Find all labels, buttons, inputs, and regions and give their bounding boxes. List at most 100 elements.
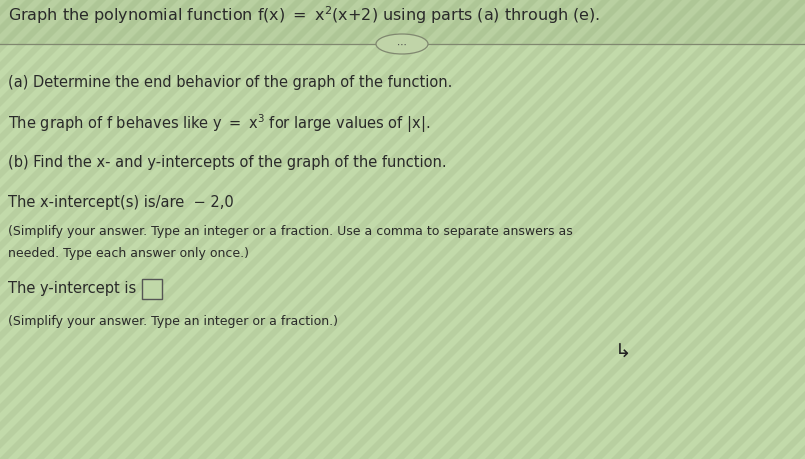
Polygon shape (638, 0, 692, 45)
Polygon shape (494, 0, 805, 459)
Text: The graph of f behaves like y $=$ x$^{3}$ for large values of $|$x$|$.: The graph of f behaves like y $=$ x$^{3}… (8, 112, 430, 135)
Polygon shape (0, 0, 351, 459)
Polygon shape (26, 0, 80, 45)
Polygon shape (422, 0, 476, 45)
Polygon shape (116, 0, 585, 459)
Polygon shape (350, 0, 404, 45)
Polygon shape (584, 0, 805, 459)
Polygon shape (44, 0, 513, 459)
Polygon shape (476, 0, 805, 459)
Polygon shape (512, 0, 805, 459)
Polygon shape (620, 0, 805, 459)
Polygon shape (0, 0, 117, 459)
Polygon shape (386, 0, 440, 45)
Polygon shape (314, 0, 783, 459)
Polygon shape (548, 0, 805, 459)
Polygon shape (116, 0, 170, 45)
Polygon shape (566, 0, 805, 459)
Polygon shape (404, 0, 458, 45)
Polygon shape (242, 0, 296, 45)
Polygon shape (8, 0, 62, 45)
Polygon shape (674, 0, 805, 459)
Polygon shape (656, 0, 805, 459)
Polygon shape (0, 0, 387, 459)
Polygon shape (0, 0, 99, 459)
Polygon shape (278, 0, 332, 45)
Polygon shape (494, 0, 548, 45)
Polygon shape (710, 0, 764, 45)
Bar (0, 0, 805, 45)
Polygon shape (368, 0, 422, 45)
Polygon shape (296, 0, 765, 459)
Polygon shape (602, 0, 656, 45)
Polygon shape (0, 0, 459, 459)
Polygon shape (422, 0, 805, 459)
Polygon shape (278, 0, 747, 459)
Polygon shape (602, 0, 805, 459)
Polygon shape (62, 0, 116, 45)
Polygon shape (0, 0, 81, 459)
Polygon shape (350, 0, 805, 459)
Polygon shape (332, 0, 801, 459)
Polygon shape (0, 0, 333, 459)
Polygon shape (782, 0, 805, 459)
Polygon shape (152, 0, 206, 45)
Polygon shape (170, 0, 639, 459)
Polygon shape (584, 0, 638, 45)
Polygon shape (80, 0, 549, 459)
Text: The y-intercept is: The y-intercept is (8, 280, 141, 295)
Polygon shape (674, 0, 728, 45)
Polygon shape (0, 0, 44, 45)
Polygon shape (764, 0, 805, 459)
Polygon shape (170, 0, 224, 45)
Polygon shape (638, 0, 805, 459)
Polygon shape (368, 0, 805, 459)
Polygon shape (62, 0, 531, 459)
Polygon shape (476, 0, 530, 45)
Text: The x-intercept(s) is/are  − 2,0: The x-intercept(s) is/are − 2,0 (8, 194, 233, 209)
Polygon shape (98, 0, 567, 459)
Text: ↳: ↳ (615, 342, 631, 361)
Polygon shape (0, 0, 171, 459)
Polygon shape (152, 0, 621, 459)
Polygon shape (242, 0, 711, 459)
Polygon shape (458, 0, 805, 459)
Polygon shape (260, 0, 729, 459)
Polygon shape (458, 0, 512, 45)
Polygon shape (440, 0, 494, 45)
Polygon shape (206, 0, 260, 45)
Text: ⋯: ⋯ (397, 40, 407, 50)
Polygon shape (692, 0, 746, 45)
Text: (Simplify your answer. Type an integer or a fraction. Use a comma to separate an: (Simplify your answer. Type an integer o… (8, 225, 572, 238)
Polygon shape (332, 0, 386, 45)
Polygon shape (710, 0, 805, 459)
Polygon shape (206, 0, 675, 459)
Polygon shape (692, 0, 805, 459)
Text: (b) Find the x- and y-intercepts of the graph of the function.: (b) Find the x- and y-intercepts of the … (8, 154, 447, 169)
Polygon shape (0, 0, 423, 459)
Polygon shape (8, 0, 477, 459)
Polygon shape (728, 0, 805, 459)
Polygon shape (188, 0, 657, 459)
Polygon shape (404, 0, 805, 459)
Polygon shape (728, 0, 782, 45)
Polygon shape (746, 0, 800, 45)
Polygon shape (656, 0, 710, 45)
Polygon shape (224, 0, 693, 459)
Polygon shape (44, 0, 98, 45)
Polygon shape (0, 0, 45, 459)
Polygon shape (0, 0, 9, 459)
Polygon shape (0, 0, 243, 459)
Polygon shape (512, 0, 566, 45)
Polygon shape (0, 0, 27, 459)
Polygon shape (0, 0, 207, 459)
Polygon shape (188, 0, 242, 45)
Polygon shape (0, 0, 369, 459)
Polygon shape (0, 0, 441, 459)
Polygon shape (296, 0, 350, 45)
Polygon shape (800, 0, 805, 45)
Text: (Simplify your answer. Type an integer or a fraction.): (Simplify your answer. Type an integer o… (8, 315, 338, 328)
Polygon shape (548, 0, 602, 45)
Polygon shape (134, 0, 188, 45)
Polygon shape (620, 0, 674, 45)
